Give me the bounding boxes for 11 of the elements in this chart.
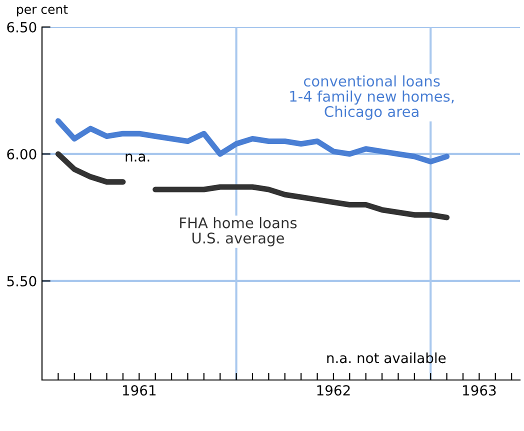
- y-tick-label: 5.50: [7, 276, 36, 286]
- x-tick-label: 1961: [123, 385, 156, 396]
- y-tick-label: 6.50: [7, 22, 36, 32]
- y-tick-label: 6.00: [7, 148, 36, 160]
- x-tick-label: 1962: [317, 385, 350, 396]
- annotation: n.a. not available: [327, 352, 446, 364]
- annotation: n.a.: [126, 154, 150, 162]
- y-axis-title: per cent: [17, 5, 68, 16]
- series-label: conventional loans 1-4 family new homes, Chicago area: [290, 75, 454, 120]
- series-label: FHA home loans U.S. average: [180, 217, 297, 246]
- x-tick-label: 1963: [463, 385, 496, 396]
